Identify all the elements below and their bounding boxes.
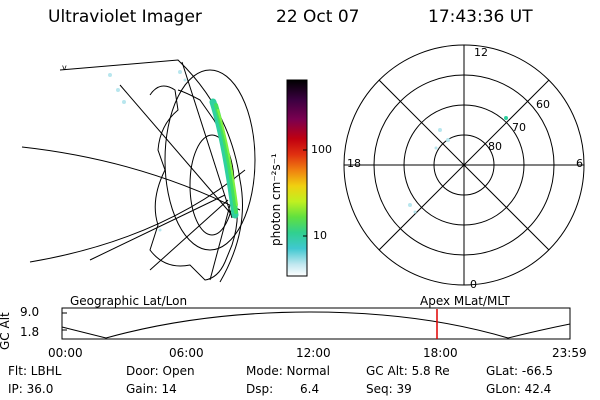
lat-label-60: 60 <box>536 98 550 111</box>
info-glon: GLon: 42.4 <box>486 382 552 396</box>
info-gain: Gain: 14 <box>126 382 177 396</box>
mlt-label-0: 0 <box>470 278 477 291</box>
timeline-left-label: Geographic Lat/Lon <box>70 294 188 308</box>
info-door: Door: Open <box>126 364 195 378</box>
info-dsp-label: Dsp: <box>246 382 274 396</box>
info-flt: Flt: LBHL <box>8 364 62 378</box>
lat-label-80: 80 <box>488 140 502 153</box>
timeline-x-tick-1800: 18:00 <box>423 346 458 360</box>
timeline-x-tick-0000: 00:00 <box>48 346 83 360</box>
svg-text:v: v <box>62 63 67 72</box>
mlt-label-18: 18 <box>347 157 361 170</box>
timeline-y-tick-1-8: 1.8 <box>20 325 40 339</box>
mlt-label-12: 12 <box>474 46 488 59</box>
info-ip: IP: 36.0 <box>8 382 54 396</box>
info-gc-alt: GC Alt: 5.8 Re <box>366 364 450 378</box>
info-mode: Mode: Normal <box>246 364 330 378</box>
observation-date: 22 Oct 07 <box>276 7 360 27</box>
observation-time: 17:43:36 UT <box>428 7 533 27</box>
lat-label-70: 70 <box>512 121 526 134</box>
colorbar-tick-100: 100 <box>311 143 332 156</box>
colorbar-tick-10: 10 <box>313 229 327 242</box>
timeline-x-tick-2359: 23:59 <box>552 346 587 360</box>
timeline-right-label: Apex MLat/MLT <box>420 294 510 308</box>
instrument-title: Ultraviolet Imager <box>48 7 202 27</box>
info-dsp-value: 6.4 <box>300 382 320 396</box>
timeline-y-tick-9: 9.0 <box>20 305 40 319</box>
timeline-x-tick-0600: 06:00 <box>169 346 204 360</box>
timeline-x-tick-1200: 12:00 <box>296 346 331 360</box>
mlt-label-6: 6 <box>576 157 583 170</box>
info-seq: Seq: 39 <box>366 382 412 396</box>
info-glat: GLat: -66.5 <box>486 364 553 378</box>
